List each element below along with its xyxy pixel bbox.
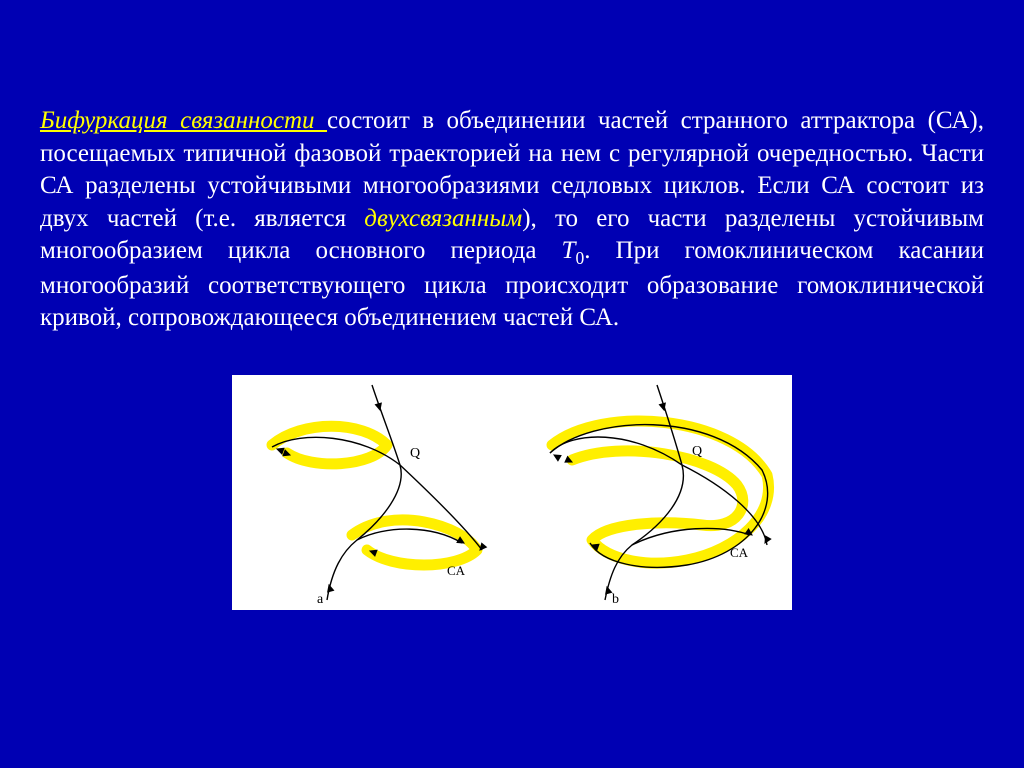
term-bifurcation: Бифуркация связанности: [40, 107, 327, 134]
svg-text:CA: CA: [447, 563, 466, 578]
svg-text:a: a: [317, 592, 324, 607]
svg-text:Q: Q: [692, 444, 702, 459]
slide: Бифуркация связанности состоит в объедин…: [0, 0, 1024, 768]
var-T: T: [562, 237, 576, 264]
sub-zero: 0: [575, 248, 584, 268]
svg-text:Q: Q: [410, 446, 420, 461]
italic-two-connected: двухсвязанным: [364, 205, 522, 232]
bifurcation-figure: Q CA a Q CA b: [232, 375, 792, 610]
svg-text:b: b: [612, 592, 619, 607]
paragraph: Бифуркация связанности состоит в объедин…: [40, 105, 984, 335]
figure-container: Q CA a Q CA b: [40, 375, 984, 615]
figure-svg: Q CA a Q CA b: [232, 375, 792, 610]
svg-text:CA: CA: [730, 545, 749, 560]
